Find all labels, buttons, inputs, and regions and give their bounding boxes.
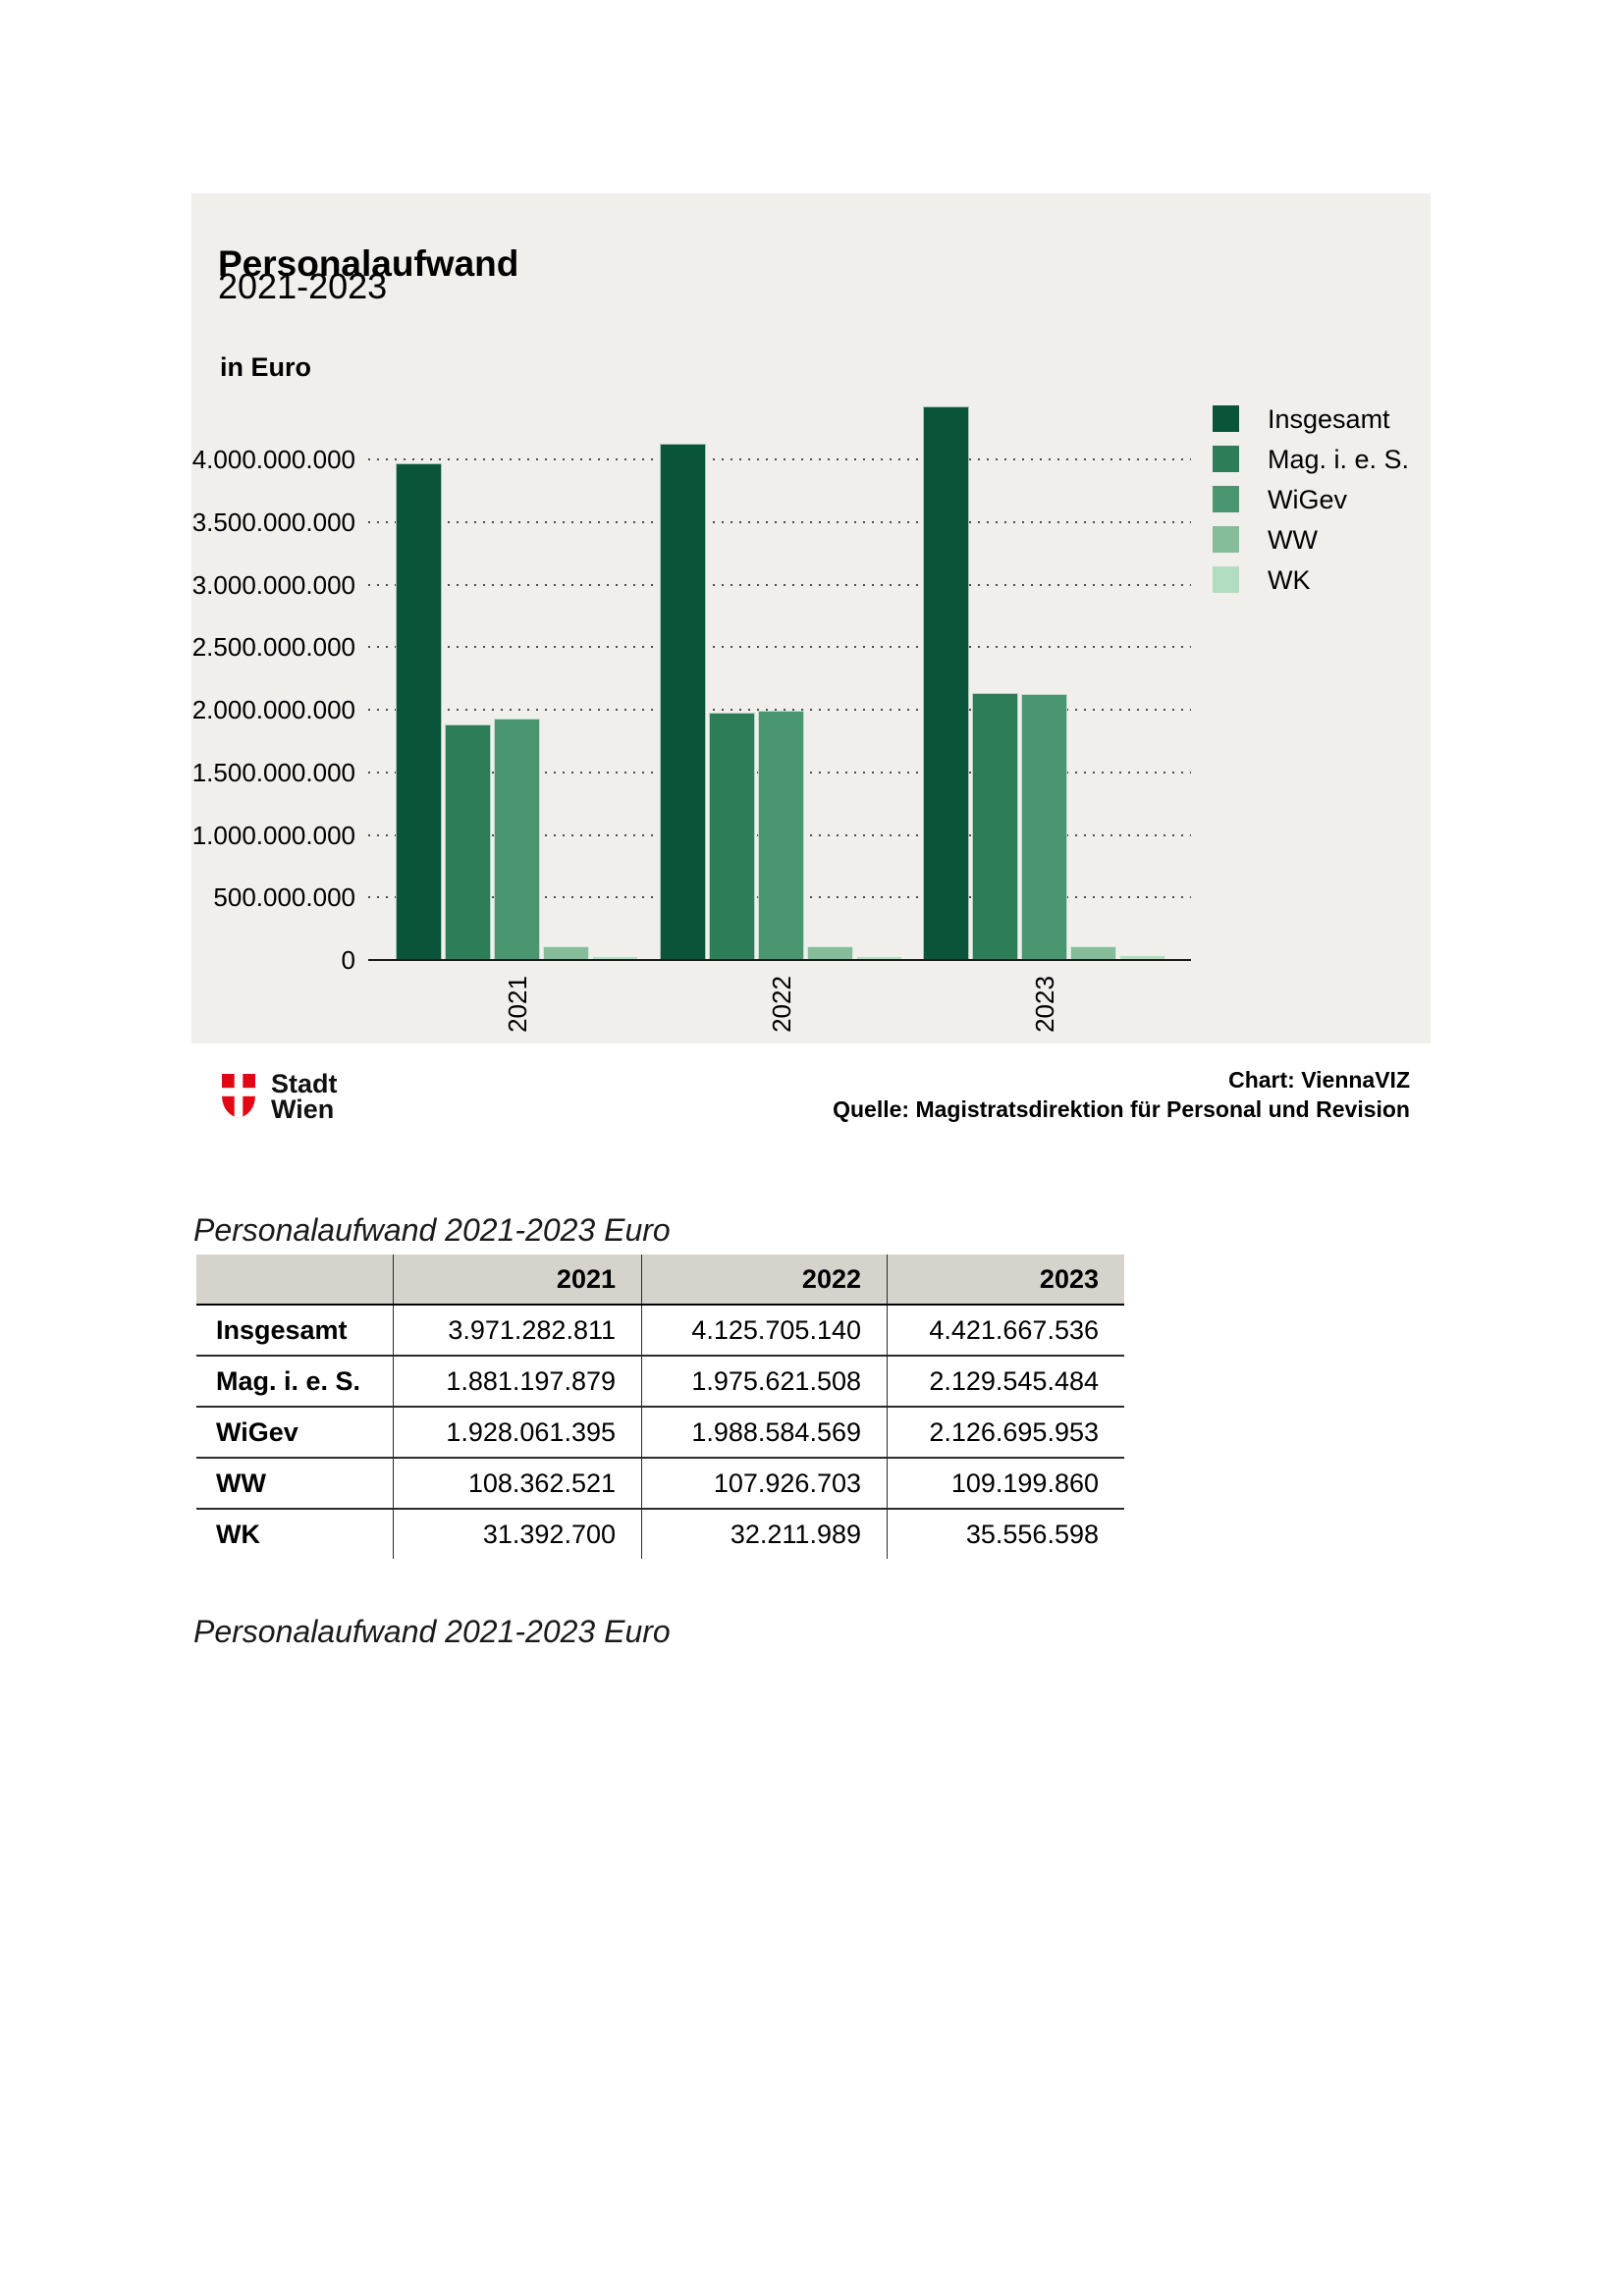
logo-text: Stadt Wien <box>271 1069 338 1124</box>
row-value: 1.975.621.508 <box>641 1357 887 1406</box>
logo-text-line1: Stadt <box>271 1069 338 1098</box>
table-header-2023: 2023 <box>887 1255 1124 1304</box>
table-row: WW 108.362.521 107.926.703 109.199.860 <box>196 1459 1124 1510</box>
chart-subtitle: 2021-2023 <box>218 266 388 306</box>
legend-swatch-icon <box>1213 566 1239 593</box>
legend-swatch-icon <box>1213 405 1239 432</box>
table-header-2021: 2021 <box>393 1255 641 1304</box>
stadt-wien-logo: Stadt Wien <box>220 1071 514 1130</box>
table-row: Insgesamt 3.971.282.811 4.125.705.140 4.… <box>196 1306 1124 1357</box>
row-value: 1.988.584.569 <box>641 1408 887 1457</box>
chart-credits: Chart: ViennaVIZ Quelle: Magistratsdirek… <box>833 1065 1410 1124</box>
data-table: 2021 2022 2023 Insgesamt 3.971.282.811 4… <box>196 1255 1124 1559</box>
chart-title: Personalaufwand <box>218 242 519 284</box>
row-label: WiGev <box>216 1416 298 1447</box>
chart-panel: Personalaufwand 2021-2023 in Euro <box>191 193 1431 1043</box>
legend-swatch-icon <box>1213 486 1239 512</box>
row-value: 1.928.061.395 <box>393 1408 641 1457</box>
legend-label: Insgesamt <box>1268 404 1390 434</box>
table-row: Mag. i. e. S. 1.881.197.879 1.975.621.50… <box>196 1357 1124 1408</box>
row-value: 32.211.989 <box>641 1510 887 1559</box>
vienna-shield-icon <box>222 1074 255 1118</box>
row-label: Insgesamt <box>216 1314 348 1345</box>
table-row: WK 31.392.700 32.211.989 35.556.598 <box>196 1510 1124 1559</box>
table-header-2022: 2022 <box>641 1255 887 1304</box>
legend-swatch-icon <box>1213 446 1239 472</box>
row-value: 35.556.598 <box>887 1510 1124 1559</box>
row-value: 2.129.545.484 <box>887 1357 1124 1406</box>
chart-unit-label: in Euro <box>220 352 311 382</box>
row-label: WK <box>216 1519 260 1549</box>
row-value: 107.926.703 <box>641 1459 887 1508</box>
table-caption-bottom: Personalaufwand 2021-2023 Euro <box>193 1614 671 1649</box>
row-label: Mag. i. e. S. <box>216 1365 361 1396</box>
logo-text-line2: Wien <box>271 1095 335 1124</box>
table-header-row: 2021 2022 2023 <box>196 1255 1124 1306</box>
row-value: 1.881.197.879 <box>393 1357 641 1406</box>
table-caption-top: Personalaufwand 2021-2023 Euro <box>193 1212 671 1248</box>
row-value: 31.392.700 <box>393 1510 641 1559</box>
row-label: WW <box>216 1468 266 1498</box>
credit-source: Quelle: Magistratsdirektion für Personal… <box>833 1096 1410 1122</box>
row-value: 4.421.667.536 <box>887 1306 1124 1355</box>
row-value: 109.199.860 <box>887 1459 1124 1508</box>
legend-label: Mag. i. e. S. <box>1268 445 1410 474</box>
row-value: 108.362.521 <box>393 1459 641 1508</box>
legend-swatch-icon <box>1213 526 1239 553</box>
row-value: 3.971.282.811 <box>393 1306 641 1355</box>
row-value: 2.126.695.953 <box>887 1408 1124 1457</box>
row-value: 4.125.705.140 <box>641 1306 887 1355</box>
legend-label: WiGev <box>1268 485 1347 514</box>
legend-label: WK <box>1268 565 1311 595</box>
legend-label: WW <box>1268 525 1318 555</box>
chart-legend: Insgesamt Mag. i. e. S. WiGev WW WK <box>1213 405 1424 616</box>
table-row: WiGev 1.928.061.395 1.988.584.569 2.126.… <box>196 1408 1124 1459</box>
table-header-empty <box>196 1255 393 1304</box>
credit-chart: Chart: ViennaVIZ <box>1228 1067 1410 1093</box>
